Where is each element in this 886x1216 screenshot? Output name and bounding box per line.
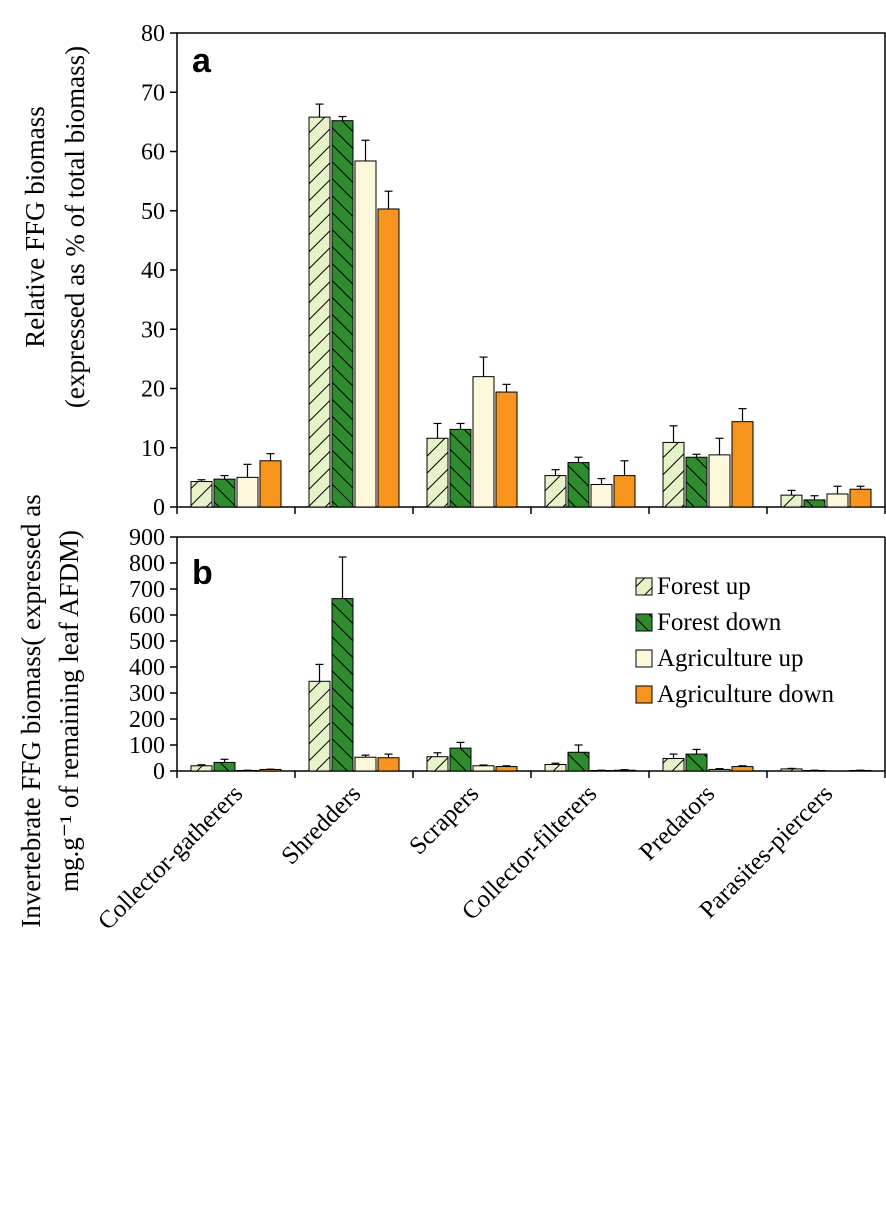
y-tick-label: 40 xyxy=(141,258,165,284)
legend-label: Agriculture down xyxy=(657,681,835,708)
bar-a-1-2 xyxy=(449,428,472,508)
panel-b-legend: Forest up Forest down Agriculture up Agricu… xyxy=(635,573,835,708)
bar-a-1-3 xyxy=(567,462,590,508)
y-tick-label: 0 xyxy=(153,759,165,785)
legend-swatch xyxy=(635,685,653,704)
bar-b-3-1 xyxy=(377,757,400,772)
bar-b-1-0 xyxy=(213,761,236,772)
bar-a-3-0 xyxy=(259,460,282,508)
bar-b-0-3 xyxy=(544,764,567,772)
y-tick-label: 100 xyxy=(129,733,165,759)
panel-b-letter: b xyxy=(192,554,213,592)
legend-label: Agriculture up xyxy=(657,645,803,672)
panel-b-bars xyxy=(190,556,872,772)
bar-b-2-4 xyxy=(708,768,731,772)
panel-a-letter: a xyxy=(192,42,212,80)
bar-a-0-2 xyxy=(426,437,449,508)
legend-swatch xyxy=(635,577,653,596)
bar-a-2-0 xyxy=(236,476,259,508)
bar-b-3-2 xyxy=(495,766,518,772)
y-tick-label: 800 xyxy=(129,551,165,577)
bar-b-3-3 xyxy=(613,769,636,772)
category-label: Predators xyxy=(634,780,720,866)
bar-b-1-3 xyxy=(567,751,590,772)
bar-b-0-0 xyxy=(190,765,213,772)
legend-swatch xyxy=(635,649,653,668)
y-tick-label: 900 xyxy=(129,525,165,551)
y-tick-label: 30 xyxy=(141,317,165,343)
panel-a-ylabel-line1: Relative FFG biomass xyxy=(20,106,50,348)
y-tick-label: 700 xyxy=(129,577,165,603)
category-label: Scrapers xyxy=(404,780,484,860)
bar-a-2-4 xyxy=(708,454,731,508)
y-tick-label: 500 xyxy=(129,629,165,655)
bar-b-2-1 xyxy=(354,756,377,772)
y-tick-label: 200 xyxy=(129,707,165,733)
bar-a-2-1 xyxy=(354,160,377,508)
bar-b-1-2 xyxy=(449,747,472,772)
bar-a-2-2 xyxy=(472,376,495,508)
category-label: Shredders xyxy=(276,780,366,870)
bar-a-1-4 xyxy=(685,456,708,508)
panel-a-bars xyxy=(190,103,872,508)
y-tick-label: 50 xyxy=(141,199,165,225)
bar-b-0-5 xyxy=(780,768,803,772)
y-tick-label: 400 xyxy=(129,655,165,681)
panel-a-frame xyxy=(176,32,886,508)
legend-label: Forest down xyxy=(657,609,782,636)
panel-a-y-ticks: 0 10 20 30 40 50 60 70 80 xyxy=(141,21,886,521)
panel-b-ylabel-line2: mg.g⁻¹ of remaining leaf AFDM) xyxy=(54,530,84,892)
bar-a-2-5 xyxy=(826,493,849,508)
y-tick-label: 600 xyxy=(129,603,165,629)
bar-a-0-4 xyxy=(662,441,685,508)
y-tick-label: 10 xyxy=(141,436,165,462)
bar-b-3-4 xyxy=(731,766,754,772)
bar-a-0-1 xyxy=(308,116,331,508)
y-tick-label: 0 xyxy=(153,495,165,521)
bar-a-0-3 xyxy=(544,475,567,508)
bar-b-1-1 xyxy=(331,598,354,772)
bar-b-0-1 xyxy=(308,680,331,772)
bar-a-3-4 xyxy=(731,421,754,508)
panel-a-ylabel-line2: (expressed as % of total biomass) xyxy=(60,46,90,408)
bar-a-1-1 xyxy=(331,120,354,508)
y-tick-label: 20 xyxy=(141,377,165,403)
bar-a-1-0 xyxy=(213,478,236,508)
y-tick-label: 60 xyxy=(141,140,165,166)
bar-b-0-4 xyxy=(662,758,685,772)
bar-b-2-2 xyxy=(472,765,495,772)
bar-a-0-5 xyxy=(780,494,803,508)
panel-a: a 0 10 20 30 40 50 60 70 80 Relative FFG biomass… xyxy=(20,21,886,521)
category-labels: Collector-gatherers Shredders ScrapersColl… xyxy=(93,780,838,935)
legend-swatch xyxy=(635,613,653,632)
bar-b-1-4 xyxy=(685,753,708,772)
y-tick-label: 80 xyxy=(141,21,165,47)
bar-a-3-3 xyxy=(613,475,636,508)
legend-label: Forest up xyxy=(657,573,751,600)
bar-b-0-2 xyxy=(426,756,449,772)
bar-a-3-1 xyxy=(377,208,400,508)
bar-a-3-2 xyxy=(495,391,518,508)
y-tick-label: 70 xyxy=(141,80,165,106)
y-tick-label: 300 xyxy=(129,681,165,707)
bar-a-3-5 xyxy=(849,488,872,508)
bar-a-2-3 xyxy=(590,483,613,508)
panel-b-ylabel-line1: Invertebrate FFG biomass( expressed as xyxy=(16,494,46,927)
bar-a-0-0 xyxy=(190,481,213,508)
category-label: Collector-gatherers xyxy=(93,780,248,935)
bar-a-1-5 xyxy=(803,499,826,508)
